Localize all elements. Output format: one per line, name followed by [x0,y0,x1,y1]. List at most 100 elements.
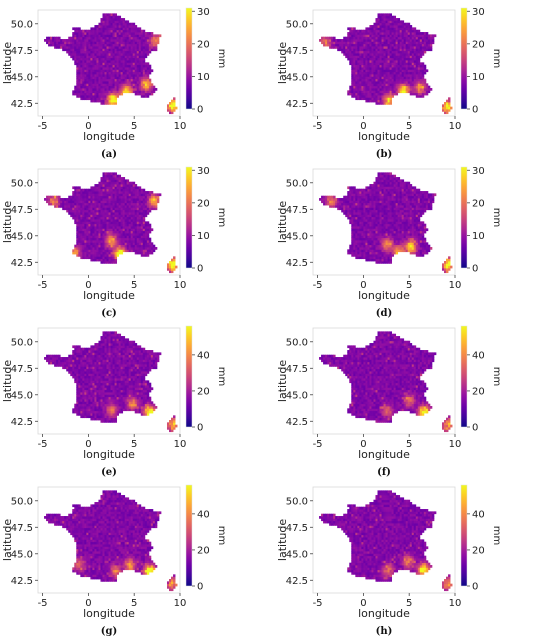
map-cell [64,48,67,52]
map-cell [144,202,148,206]
map-cell [72,39,75,42]
map-cell [357,60,360,63]
map-cell [397,53,401,56]
map-cell [104,184,107,187]
map-cell [399,36,403,40]
map-cell [108,15,111,19]
map-cell [120,177,124,180]
map-cell [389,254,393,257]
map-cell [94,97,97,101]
map-cell [448,106,451,110]
map-cell [100,233,103,236]
map-cell [393,221,397,225]
map-cell [373,78,376,82]
map-cell [88,39,91,42]
map-cell [343,46,346,49]
map-cell [126,212,130,215]
map-cell [134,209,138,213]
map-cell [331,39,334,42]
map-cell [399,29,403,33]
map-cell [355,188,358,192]
map-cell [50,39,53,42]
map-cell [339,205,342,208]
map-cell [349,221,352,225]
map-cell [393,62,397,66]
map-cell [128,223,132,227]
map-cell [148,240,152,243]
map-cell [421,81,425,84]
map-cell [108,90,111,94]
map-cell [371,249,374,253]
map-cell [369,67,372,70]
map-cell [393,22,397,26]
map-cell [126,221,130,225]
map-cell [110,78,113,82]
map-cell [146,193,150,197]
map-cell [365,226,368,229]
map-cell [357,95,360,98]
map-cell [369,88,372,91]
map-cell [363,188,366,192]
map-cell [355,230,358,234]
map-cell [419,85,423,89]
map-cell [146,74,150,77]
map-cell [140,78,144,82]
map-cell [355,41,358,45]
map-cell [104,13,107,17]
map-cell [92,83,95,87]
map-cell [140,209,144,213]
map-cell [120,18,124,21]
map-cell [421,50,425,54]
map-cell [114,242,118,246]
map-cell [377,223,380,227]
map-cell [351,219,354,222]
map-cell [152,41,156,45]
map-cell [413,81,417,84]
map-cell [393,186,397,190]
map-cell [124,27,128,31]
map-cell [353,216,356,220]
map-cell [140,39,144,42]
map-cell [118,71,122,75]
map-cell [387,57,390,61]
map-cell [106,95,109,98]
map-cell [355,191,358,194]
map-cell [353,88,356,91]
map-cell [48,202,51,206]
map-cell [68,39,71,42]
map-cell [411,50,415,54]
map-cell [62,48,65,52]
map-cell [377,76,380,80]
map-cell [383,240,386,243]
map-cell [94,258,97,262]
map-cell [108,205,111,208]
map-cell [108,254,111,257]
map-cell [114,223,118,227]
map-cell [379,34,382,38]
map-cell [98,249,101,253]
map-cell [415,85,419,89]
map-cell [106,205,109,208]
map-cell [76,247,79,250]
map-cell [347,193,350,197]
map-cell [48,41,51,45]
map-cell [385,235,388,239]
map-cell [120,60,124,63]
map-cell [92,256,95,260]
map-cell [387,256,390,260]
map-cell [353,90,356,94]
map-cell [377,20,380,24]
map-cell [110,102,113,105]
map-cell [116,22,120,26]
map-cell [379,179,382,183]
map-cell [369,226,372,229]
map-cell [120,186,124,190]
map-cell [331,41,334,45]
map-cell [74,219,77,222]
map-cell [383,15,386,19]
map-cell [132,249,136,253]
map-cell [106,242,109,246]
map-cell [391,202,395,206]
map-cell [138,81,142,84]
map-cell [333,202,336,206]
